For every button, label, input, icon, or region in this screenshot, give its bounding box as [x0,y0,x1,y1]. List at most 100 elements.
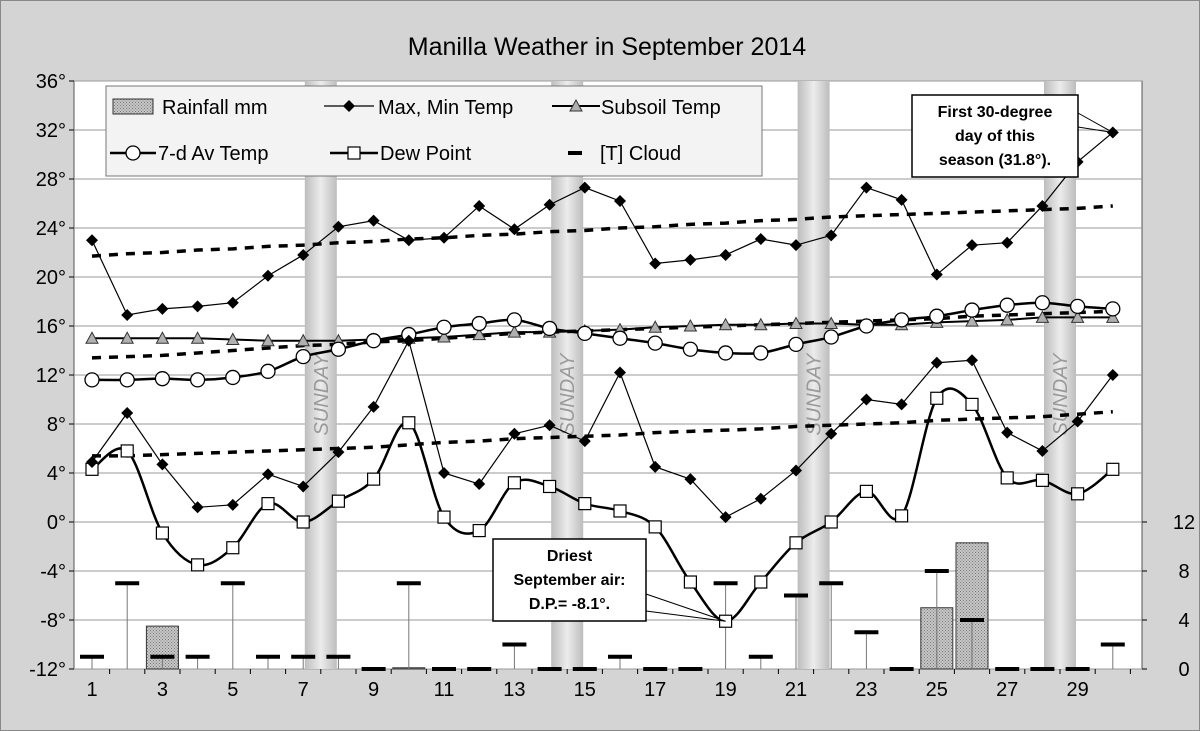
x-tick-label: 11 [434,679,455,701]
max-temp-point [649,257,662,270]
max-temp-point [825,229,838,242]
x-tick-label: 19 [714,679,736,701]
min-temp-point [614,366,626,379]
dew-point-point [226,541,240,555]
dew-point-point [824,515,838,529]
subsoil-point [648,320,663,333]
avg-temp-point [682,341,699,357]
annotation: Driest September air: D.P.= -8.1°. [492,538,726,622]
sunday-band [1044,81,1076,669]
dew-point-point [1070,487,1085,501]
annotation-text: day of this [955,128,1035,145]
sunday-label: SUNDAY [804,352,826,436]
subsoil-point [437,329,451,343]
min-temp-point [1071,415,1084,428]
min-temp-point [860,393,873,406]
x-tick-label: 5 [227,679,238,701]
avg-temp-point [471,315,487,332]
min-temp-line [91,339,1114,518]
min-temp-point [86,455,98,468]
avg-temp-point [436,319,452,335]
max-temp-point [262,269,274,282]
min-temp-point [1036,444,1049,457]
annotation-text: season (31.8°). [939,152,1051,169]
avg-temp-point [999,297,1015,313]
y-tick-label: 32° [36,120,66,142]
x-tick-label: 15 [574,679,596,701]
min-temp-point [332,446,345,459]
max-temp-point [684,253,697,266]
max-temp-point [156,302,169,315]
dew-point-point [472,523,486,538]
x-tick-label: 21 [785,679,807,701]
subsoil-point [683,318,698,332]
avg-temp-point [823,329,839,345]
avg-temp-point [717,345,734,361]
max-temp-point [191,300,204,313]
avg-temp-point [788,336,804,353]
annotation-leader [645,610,726,622]
y-tick-label: 28° [36,169,66,191]
min-temp-point [508,427,521,440]
min-temp-point [790,464,802,477]
annotation-text: First 30-degree [938,104,1053,121]
max-temp-line [91,131,1114,316]
legend: Rainfall mm Max, Min Temp Subsoil Temp 7-d … [105,85,763,177]
avg-temp-point [365,333,382,349]
max-temp-point [860,181,873,194]
legend-subsoil-marker [569,98,583,112]
avg-temp-point [1069,298,1086,315]
dew-point-point [613,504,627,518]
max-temp-point [473,199,486,212]
avg-temp-point [119,372,135,388]
x-tick-label: 13 [503,679,525,701]
avg-temp-point [189,372,206,388]
max-temp-point [367,214,380,227]
max-temp-point [438,231,450,244]
avg-temp-point [1034,295,1051,311]
legend-dew-marker [347,146,361,160]
min-temp-point [966,354,978,367]
dew-point-point [542,479,557,494]
min-temp-point [438,467,450,479]
trend-line [92,410,1113,458]
x-tick-label: 29 [1066,679,1088,701]
max-temp-point [754,233,767,246]
min-temp-point [262,468,274,481]
max-temp-point [578,181,591,194]
avg-temp-point [612,330,628,346]
avg-temp-point [330,341,347,357]
min-temp-point [930,356,943,369]
annotation-box [911,94,1079,178]
legend-dew-label: Dew Point [380,143,472,165]
y-tick-label: -8° [40,610,66,632]
max-temp-point [332,220,345,233]
dew-point-point [930,391,944,405]
subsoil-point [472,327,487,341]
dew-point-point [155,526,169,540]
legend-avg-marker [125,145,141,161]
avg-temp-point [858,318,875,334]
dew-point-point [648,520,662,534]
trend-line [91,204,1113,258]
subsoil-point [1000,312,1015,326]
y2-tick-label: 0 [1178,659,1189,681]
avg-temp-point [84,372,100,388]
y-tick-label: -4° [40,561,66,583]
y2-tick-label: 4 [1178,610,1189,632]
y2-tick-label: 8 [1178,561,1189,583]
min-temp-point [684,473,697,486]
max-temp-point [508,223,521,236]
sunday-band [304,81,337,669]
sunday-label: SUNDAY [311,352,333,436]
avg-temp-point [154,371,171,387]
subsoil-point [1070,310,1085,323]
max-temp-point [297,248,310,261]
x-tick-label: 27 [996,679,1018,701]
legend-subsoil-label: Subsoil Temp [601,97,721,119]
x-tick-label: 17 [644,679,666,701]
annotation-leader [1077,112,1114,133]
max-temp-point [121,308,134,321]
max-temp-point [895,193,908,206]
x-tick-label: 3 [157,679,168,701]
